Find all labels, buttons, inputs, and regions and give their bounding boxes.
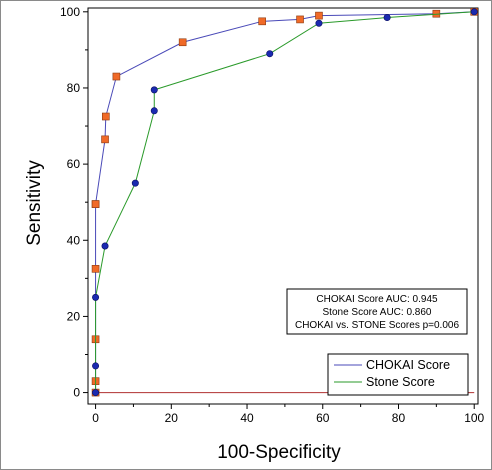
x-tick-label: 80 xyxy=(392,411,406,425)
legend-frame xyxy=(327,353,469,396)
data-point-chokai-score xyxy=(101,112,110,121)
data-point-chokai-score xyxy=(258,17,266,26)
stats-box-frame xyxy=(286,288,468,335)
legend-label-chokai: CHOKAI Score xyxy=(366,358,450,372)
stats-line-p-value: CHOKAI vs. STONE Scores p=0.006 xyxy=(295,320,459,331)
data-point-stone-score xyxy=(150,107,158,115)
legend-label-stone: Stone Score xyxy=(366,375,435,389)
y-axis-label: Sensitivity xyxy=(24,160,45,246)
data-point-chokai-score xyxy=(112,72,121,81)
x-axis-label: 100-Specificity xyxy=(217,442,341,463)
y-tick-label: 20 xyxy=(67,309,81,323)
series-chokai-score xyxy=(91,8,479,397)
data-point-chokai-score xyxy=(315,11,323,20)
x-tick-label: 0 xyxy=(92,411,99,425)
series-line-stone-score xyxy=(95,11,475,393)
y-tick-label: 0 xyxy=(73,386,80,400)
y-tick-label: 60 xyxy=(67,157,81,171)
data-point-chokai-score xyxy=(91,200,100,208)
data-point-chokai-score xyxy=(91,265,100,273)
y-tick-label: 80 xyxy=(67,81,81,95)
stats-line-stone-auc: Stone Score AUC: 0.860 xyxy=(323,307,432,318)
data-point-stone-score xyxy=(92,389,100,397)
stats-box: CHOKAI Score AUC: 0.945 Stone Score AUC:… xyxy=(286,288,468,335)
data-point-stone-score xyxy=(150,86,158,94)
x-tick-label: 100 xyxy=(464,411,484,425)
data-point-stone-score xyxy=(131,179,139,187)
data-point-stone-score xyxy=(383,14,391,22)
data-point-chokai-score xyxy=(178,38,187,47)
data-point-chokai-score xyxy=(101,135,109,144)
legend: CHOKAI Score Stone Score xyxy=(327,353,469,396)
axes xyxy=(87,7,479,405)
data-point-stone-score xyxy=(315,19,323,27)
data-point-stone-score xyxy=(470,8,478,16)
series-stone-score xyxy=(92,8,478,397)
data-point-stone-score xyxy=(92,362,100,370)
x-tick-label: 60 xyxy=(316,411,330,425)
data-point-stone-score xyxy=(266,50,274,58)
x-tick-label: 40 xyxy=(240,411,254,425)
x-tick-label: 20 xyxy=(165,411,179,425)
data-point-chokai-score xyxy=(296,15,304,24)
series-layer xyxy=(91,8,479,397)
y-ticks: 0 20 40 60 80 100 xyxy=(60,5,88,400)
stats-line-chokai-auc: CHOKAI Score AUC: 0.945 xyxy=(316,294,438,305)
data-point-stone-score xyxy=(92,293,100,301)
y-tick-label: 100 xyxy=(60,5,80,19)
series-line-chokai-score xyxy=(95,11,475,393)
x-ticks: 0 20 40 60 80 100 xyxy=(92,404,485,425)
plot-area-frame xyxy=(87,7,479,405)
data-point-stone-score xyxy=(101,242,109,250)
y-tick-label: 40 xyxy=(67,233,81,247)
